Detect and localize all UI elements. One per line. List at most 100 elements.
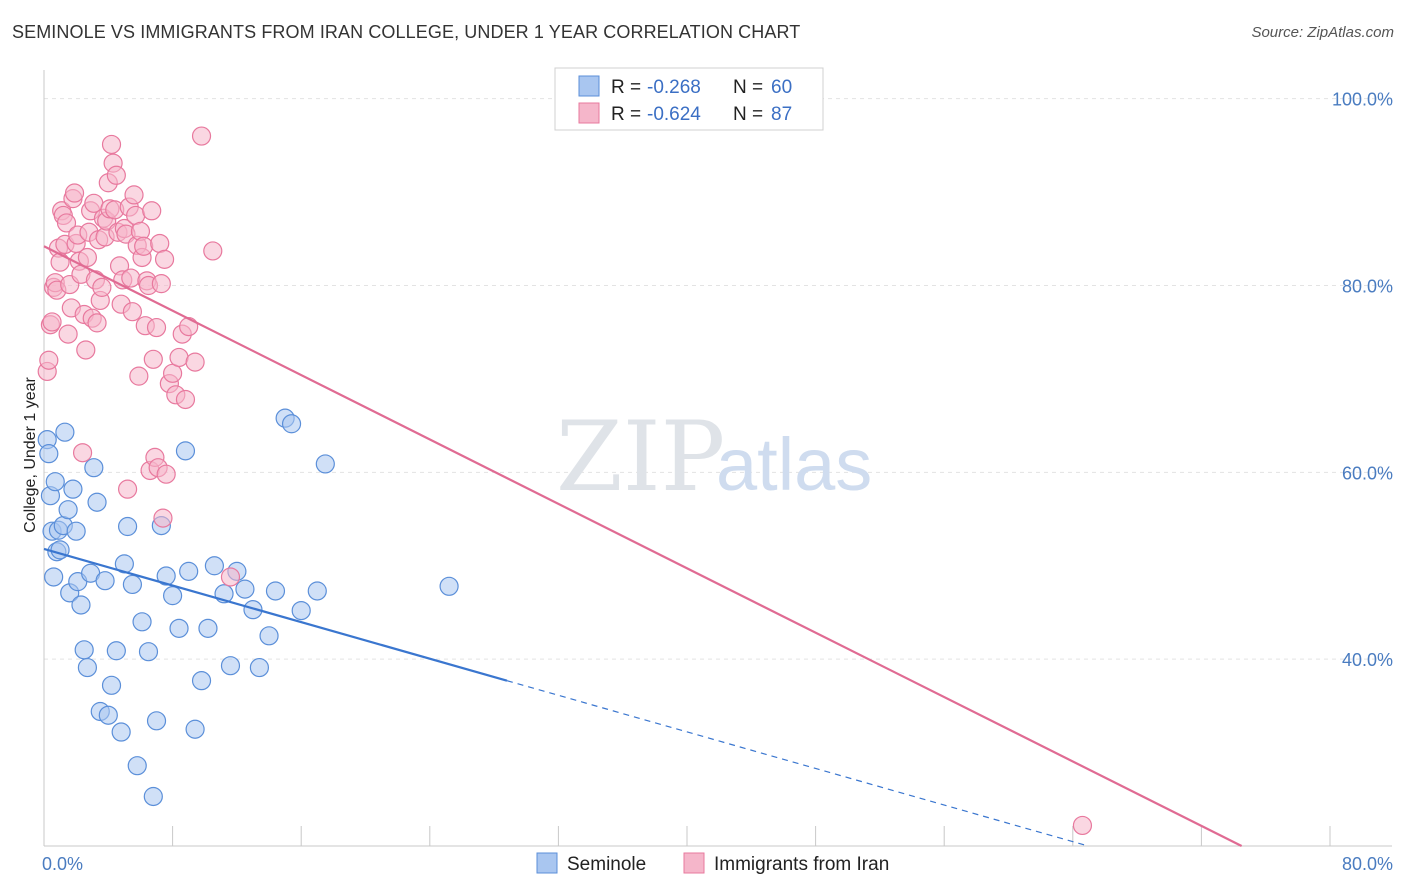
seminole-point xyxy=(95,571,115,591)
seminole-point xyxy=(44,567,64,587)
watermark-zip: ZIP xyxy=(556,401,725,513)
seminole-point xyxy=(163,586,183,606)
series-legend: Seminole Immigrants from Iran xyxy=(536,852,889,875)
iran-point xyxy=(117,479,138,499)
y-tick-label: 100.0% xyxy=(1332,90,1393,110)
iran-point xyxy=(42,312,62,332)
seminole-point xyxy=(259,626,279,646)
grid-lines xyxy=(44,98,1392,660)
seminole-point xyxy=(243,600,263,620)
iran-point xyxy=(129,366,149,386)
seminole-point xyxy=(58,500,78,520)
iran-point xyxy=(50,252,70,272)
seminole-point xyxy=(265,581,286,601)
watermark: ZIP atlas xyxy=(556,401,872,513)
seminole-point xyxy=(39,444,59,464)
stats-legend-box xyxy=(554,67,824,131)
seminole-point xyxy=(143,786,163,807)
iran-point xyxy=(58,324,78,344)
seminole-point xyxy=(175,441,196,461)
iran-point xyxy=(87,313,107,333)
seminole-trend-extension xyxy=(506,680,1090,847)
seminole-point xyxy=(146,711,167,731)
seminole-point xyxy=(291,600,311,621)
seminole-point xyxy=(117,516,138,537)
iran-point xyxy=(124,185,144,205)
iran-point xyxy=(106,165,126,185)
seminole-point xyxy=(281,414,302,434)
seminole-point xyxy=(315,454,335,474)
seminole-point xyxy=(185,719,205,739)
seminole-point xyxy=(439,576,459,596)
seminole-point xyxy=(220,656,241,676)
scatter-points xyxy=(37,126,1093,836)
chart-source: Source: ZipAtlas.com xyxy=(1251,24,1394,41)
stats-legend-n-value: 87 xyxy=(771,104,792,125)
chart-title: SEMINOLE VS IMMIGRANTS FROM IRAN COLLEGE… xyxy=(12,22,801,42)
seminole-point xyxy=(63,479,83,499)
seminole-point xyxy=(101,675,122,695)
stats-legend-n-value: 60 xyxy=(771,77,792,98)
seminole-trend-line xyxy=(43,547,508,682)
seminole-point xyxy=(198,618,218,638)
stats-legend-r-label: R = xyxy=(611,104,641,125)
seminole-point xyxy=(106,641,126,661)
legend-label-seminole: Seminole xyxy=(567,854,646,875)
stats-legend-r-value: -0.624 xyxy=(647,104,701,125)
seminole-point xyxy=(84,458,104,478)
iran-point xyxy=(64,183,85,203)
stats-legend: R = -0.268 N = 60 R = -0.624 N = 87 xyxy=(554,67,824,131)
iran-point xyxy=(146,317,167,338)
seminole-point xyxy=(98,705,118,725)
trend-lines xyxy=(43,245,1243,847)
seminole-point xyxy=(138,642,159,662)
iran-point xyxy=(191,126,212,146)
iran-point xyxy=(203,241,223,261)
iran-point xyxy=(220,567,241,587)
seminole-point xyxy=(132,612,152,632)
stats-legend-swatch-iran xyxy=(578,102,600,124)
iran-point xyxy=(151,274,171,294)
y-axis-label: College, Under 1 year xyxy=(22,377,39,533)
iran-point xyxy=(76,340,96,360)
seminole-point xyxy=(169,618,189,638)
seminole-point xyxy=(156,566,176,586)
iran-point xyxy=(39,350,59,370)
iran-point xyxy=(154,249,175,269)
iran-point xyxy=(150,233,170,254)
iran-point xyxy=(143,349,163,369)
x-tick-label: 80.0% xyxy=(1342,854,1393,874)
seminole-point xyxy=(307,581,327,601)
legend-label-iran: Immigrants from Iran xyxy=(714,854,889,875)
y-tick-label: 80.0% xyxy=(1342,277,1393,297)
iran-point xyxy=(72,443,93,463)
iran-point xyxy=(175,389,196,410)
iran-point xyxy=(101,134,122,155)
seminole-point xyxy=(122,574,143,595)
seminole-point xyxy=(74,640,94,660)
iran-point xyxy=(92,277,112,297)
x-tick-label: 0.0% xyxy=(42,854,83,874)
seminole-point xyxy=(204,556,224,576)
watermark-atlas: atlas xyxy=(716,423,872,506)
seminole-point xyxy=(111,722,131,742)
iran-point xyxy=(56,213,77,233)
stats-legend-r-value: -0.268 xyxy=(647,77,701,98)
seminole-point xyxy=(191,671,212,691)
seminole-point xyxy=(45,472,65,492)
seminole-point xyxy=(77,657,98,678)
iran-point xyxy=(169,347,189,368)
seminole-point xyxy=(87,492,107,512)
stats-legend-r-label: R = xyxy=(611,77,641,98)
seminole-point xyxy=(235,579,255,599)
seminole-point xyxy=(66,521,86,541)
iran-point xyxy=(179,317,199,337)
iran-point xyxy=(1072,815,1093,836)
iran-point xyxy=(121,268,141,288)
tick-labels: 100.0% 80.0% 60.0% 40.0% 0.0% 80.0% xyxy=(42,90,1393,874)
y-tick-label: 60.0% xyxy=(1342,463,1393,483)
stats-legend-n-label: N = xyxy=(733,77,763,98)
stats-legend-n-label: N = xyxy=(733,104,763,125)
legend-swatch-seminole xyxy=(536,852,558,874)
